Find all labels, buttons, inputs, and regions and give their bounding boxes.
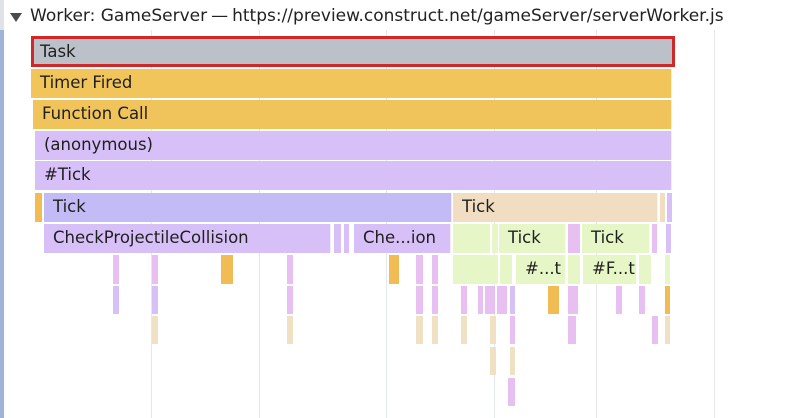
flame-bar-small[interactable] [510,347,515,375]
track-separator: — [211,6,229,26]
flame-bar-small[interactable] [660,193,665,222]
flame-bar-small[interactable] [568,286,578,314]
flame-bar-small[interactable] [568,316,576,344]
flame-bar-tick[interactable]: Tick [582,224,650,253]
flame-bar-small[interactable] [453,224,490,253]
flame-bar-small[interactable] [492,224,498,253]
track-title: Worker: GameServer — https://preview.const… [30,6,724,26]
flame-bar-small[interactable] [344,224,349,253]
flame-bar-task[interactable]: Task [31,36,675,67]
flame-bar-small[interactable] [508,378,515,406]
track-rail [0,0,4,418]
track-url: https://preview.construct.net/gameServer… [232,6,724,26]
flame-bar-small[interactable] [510,286,515,314]
flame-bar-small[interactable] [652,224,657,253]
flame-bar-small[interactable] [152,255,158,284]
flame-bar-small[interactable] [221,255,233,284]
flame-bar-timer-fired[interactable]: Timer Fired [31,69,672,98]
flame-bar-tick[interactable]: Tick [44,193,452,222]
flame-bar-small[interactable] [568,255,580,284]
flame-bar-small[interactable] [510,316,515,344]
flame-bar-small[interactable] [152,286,158,314]
track-name: Worker: GameServer [30,6,208,26]
flame-bar-small[interactable] [667,193,672,222]
flame-bar-small[interactable] [287,286,293,314]
flame-bar-small[interactable] [548,286,559,314]
flame-bar-small[interactable] [287,316,293,344]
flame-bar-small[interactable] [432,255,438,284]
flame-bar-small[interactable] [152,316,158,344]
flame-bar-check-ion[interactable]: Che...ion [354,224,451,253]
flame-bar-small[interactable] [490,316,496,344]
flame-bar-tick[interactable]: Tick [453,193,658,222]
flame-bar-small[interactable] [113,286,119,314]
gridline [714,30,715,418]
flame-bar-small[interactable] [461,286,467,314]
flame-bar-small[interactable] [35,193,42,222]
flame-bar-small[interactable] [416,255,423,284]
track-header[interactable]: Worker: GameServer — https://preview.const… [0,0,800,32]
flame-bar-small[interactable] [416,286,423,314]
collapse-triangle-icon[interactable] [10,13,22,22]
flame-bar-hash-t[interactable]: #...t [516,255,566,284]
flame-bar-small[interactable] [334,224,341,253]
flame-bar-small[interactable] [665,286,670,314]
flame-bar-small[interactable] [453,255,498,284]
flame-bar-small[interactable] [665,255,670,284]
flame-bar-small[interactable] [665,316,670,344]
flame-bar-small[interactable] [568,224,580,253]
flame-bar-small[interactable] [389,255,399,284]
flame-bar-small[interactable] [432,286,438,314]
flame-bar-hash-f[interactable]: #F...t [583,255,637,284]
flame-bar-small[interactable] [616,286,622,314]
flame-bar-small[interactable] [432,316,438,344]
flame-bar-function-call[interactable]: Function Call [33,100,672,129]
flame-bar-small[interactable] [500,255,512,284]
flame-bar-small[interactable] [485,286,495,314]
flame-bar-small[interactable] [113,255,119,284]
flame-bar-small[interactable] [639,255,651,284]
flame-bar-small[interactable] [461,316,467,344]
flame-bar-small[interactable] [478,286,483,314]
flame-bar-small[interactable] [652,316,658,344]
flame-bar-check-projectile-collision[interactable]: CheckProjectileCollision [44,224,331,253]
flame-bar-small[interactable] [287,255,293,284]
flame-bar-small[interactable] [416,316,423,344]
flame-bar-small[interactable] [639,286,645,314]
track-rail-active [0,30,4,418]
flame-bar-small[interactable] [497,286,507,314]
flame-bar-hash-tick[interactable]: #Tick [35,161,672,190]
flame-bar-small[interactable] [490,347,496,375]
flame-bar-anonymous[interactable]: (anonymous) [35,131,672,160]
flame-bar-tick[interactable]: Tick [499,224,566,253]
flame-bar-small[interactable] [666,224,671,253]
